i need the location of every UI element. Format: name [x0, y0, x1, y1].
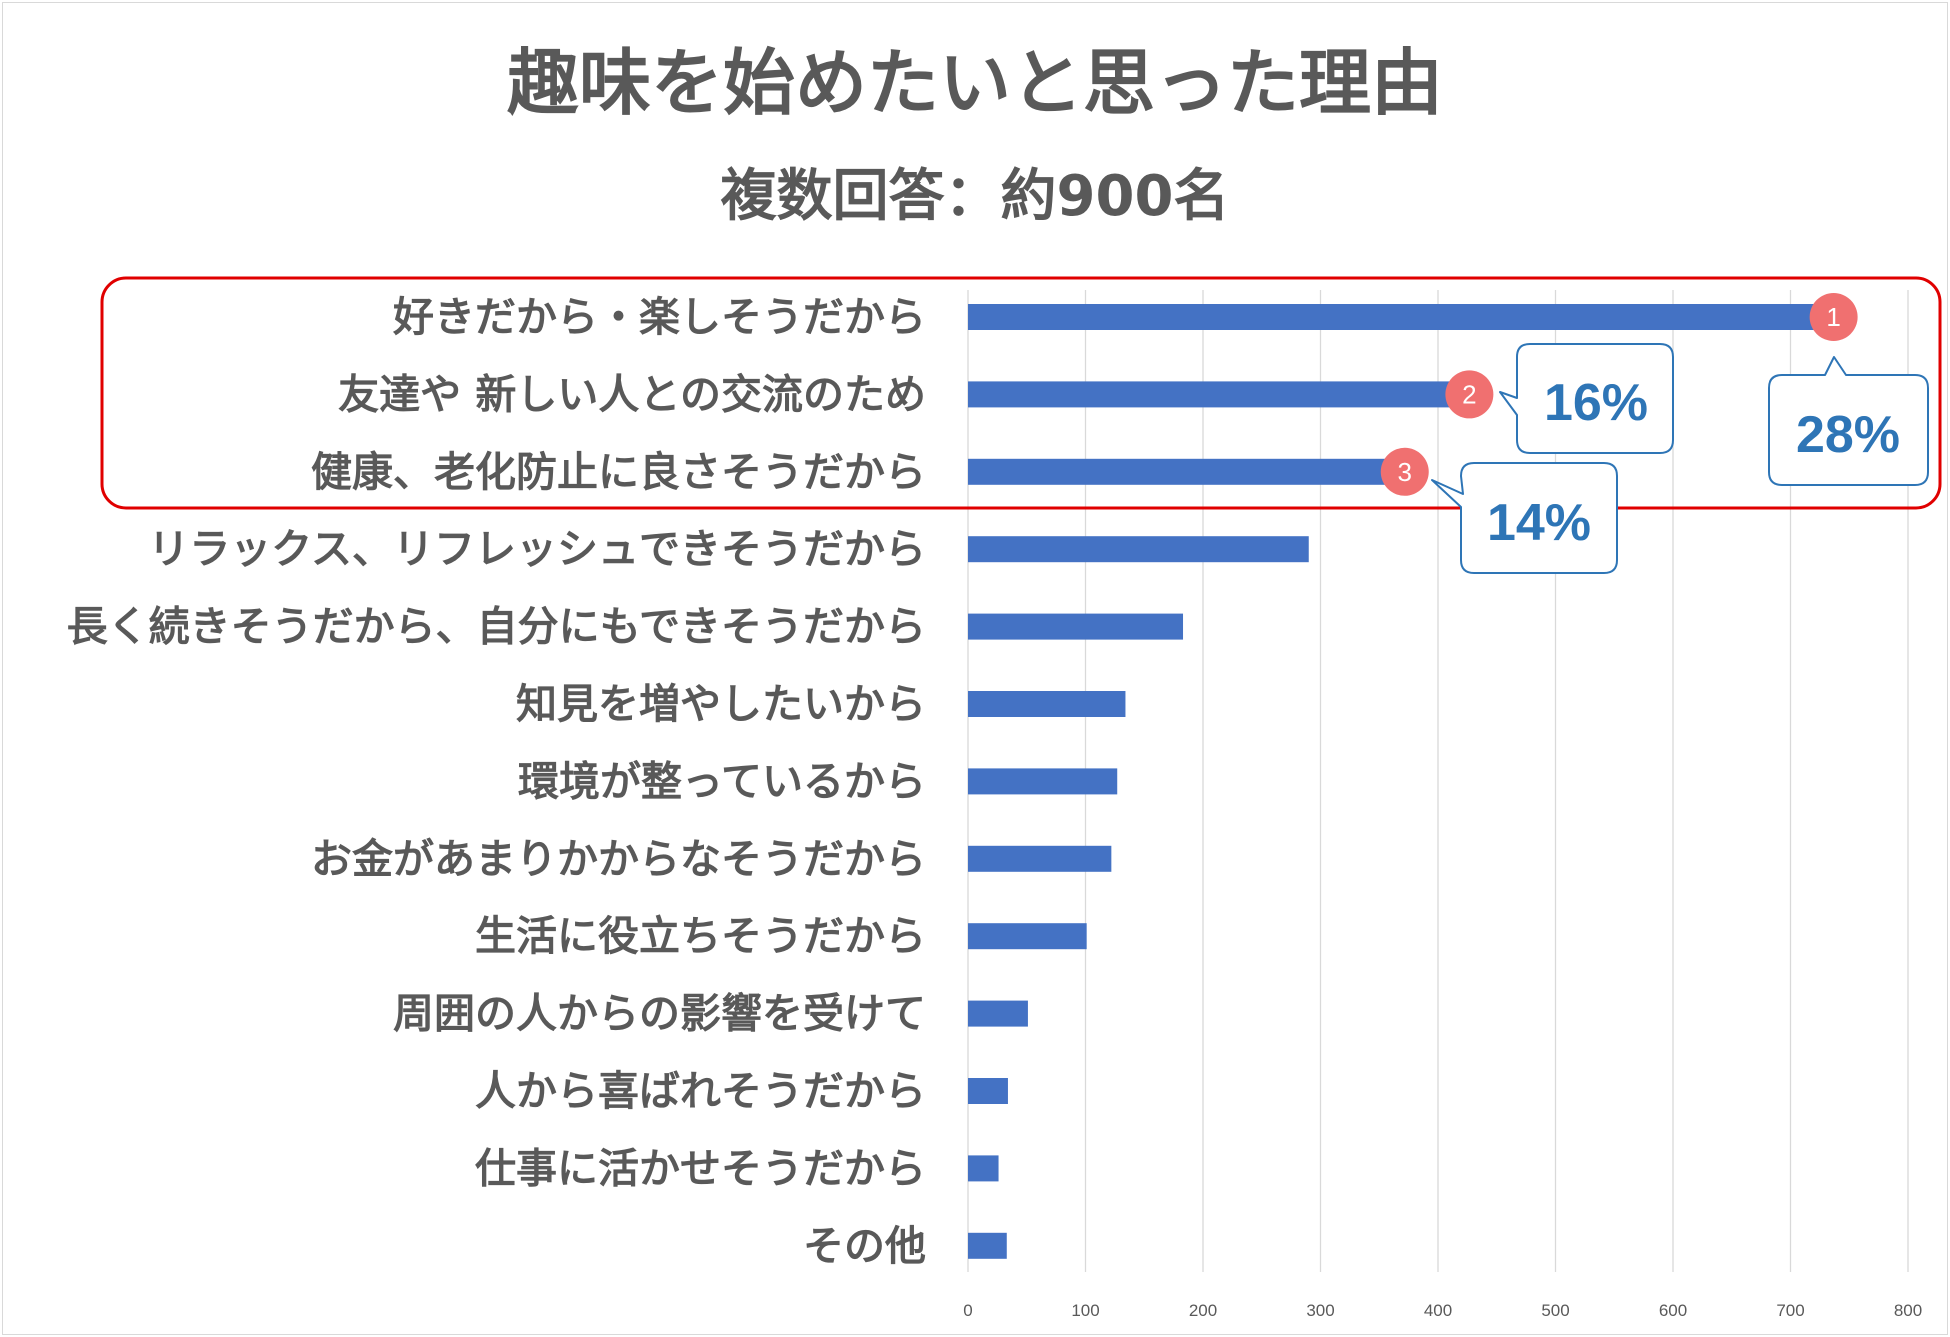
- category-label: 環境が整っているから: [518, 757, 926, 805]
- x-tick-label: 0: [963, 1301, 972, 1320]
- bar: [968, 1000, 1028, 1027]
- rank-number: 2: [1462, 379, 1476, 409]
- category-label: 仕事に活かせそうだから: [475, 1144, 926, 1192]
- category-label: 友達や 新しい人との交流のため: [338, 370, 926, 418]
- bar: [968, 1078, 1008, 1104]
- x-tick-label: 500: [1541, 1301, 1569, 1320]
- x-tick-label: 600: [1659, 1301, 1687, 1320]
- category-label: 健康、老化防止に良さそうだから: [311, 448, 926, 496]
- rank-number: 3: [1398, 457, 1412, 487]
- category-label: 人から喜ばれそうだから: [475, 1067, 926, 1115]
- x-tick-label: 100: [1071, 1301, 1099, 1320]
- category-label: 生活に役立ちそうだから: [475, 912, 926, 960]
- rank-marker: [1445, 370, 1494, 419]
- rank-marker: [1809, 293, 1858, 341]
- bar: [968, 613, 1184, 640]
- category-label: お金があまりかからなそうだから: [311, 835, 926, 883]
- rank-number: 1: [1826, 302, 1840, 332]
- x-tick-label: 700: [1776, 1301, 1804, 1320]
- callout-percent: 28%: [1796, 406, 1900, 464]
- bar: [968, 536, 1309, 563]
- callout-percent: 16%: [1544, 374, 1648, 432]
- bar: [968, 845, 1112, 872]
- highlight-box: [100, 276, 1942, 510]
- chart-title: 趣味を始めたいと思った理由: [506, 41, 1443, 125]
- chart-subtitle: 複数回答：約900名: [720, 164, 1230, 229]
- category-label: リラックス、リフレッシュできそうだから: [148, 525, 926, 573]
- category-label: 周囲の人からの影響を受けて: [393, 990, 926, 1038]
- x-tick-label: 300: [1306, 1301, 1334, 1320]
- bar: [968, 381, 1468, 408]
- bar: [968, 304, 1832, 330]
- category-label: 長く続きそうだから、自分にもできそうだから: [67, 603, 926, 651]
- category-label: 好きだから・楽しそうだから: [392, 293, 926, 341]
- x-tick-label: 400: [1424, 1301, 1452, 1320]
- bar: [968, 768, 1118, 795]
- rank-marker: [1380, 447, 1429, 496]
- bar: [968, 458, 1403, 485]
- category-label: その他: [803, 1222, 926, 1270]
- bar: [968, 1232, 1007, 1259]
- callout-bubble: [1499, 343, 1674, 454]
- callout-bubble: [1431, 462, 1618, 574]
- category-label: 知見を増やしたいから: [516, 680, 926, 728]
- callout-percent: 14%: [1487, 494, 1591, 552]
- callout-bubble: [1768, 356, 1929, 486]
- x-tick-label: 200: [1189, 1301, 1217, 1320]
- x-tick-label: 800: [1894, 1301, 1922, 1320]
- bar: [968, 1155, 999, 1182]
- bar: [968, 923, 1087, 950]
- bar: [968, 691, 1126, 717]
